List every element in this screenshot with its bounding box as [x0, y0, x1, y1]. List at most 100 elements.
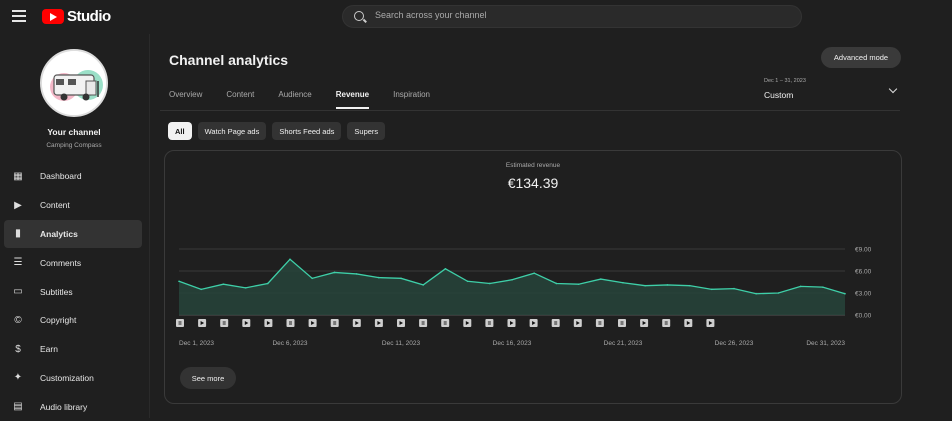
- sidebar-item-comments[interactable]: ☰ Comments: [4, 248, 142, 277]
- sidebar-item-label: Comments: [40, 257, 82, 268]
- play-icon: [311, 321, 315, 325]
- play-icon: [377, 321, 381, 325]
- data-point: [289, 258, 291, 261]
- short-icon: [222, 321, 226, 325]
- data-point: [622, 281, 624, 284]
- data-point: [511, 279, 513, 281]
- advanced-mode-button[interactable]: Advanced mode: [821, 47, 901, 68]
- sidebar-item-subtitles[interactable]: ▭ Subtitles: [4, 277, 142, 306]
- play-icon: [355, 321, 359, 325]
- play-icon: [465, 321, 470, 325]
- y-tick-label: €6.00: [855, 269, 872, 276]
- sidebar-item-label: Dashboard: [40, 171, 82, 182]
- content-icon: ▶: [14, 199, 22, 211]
- data-point: [688, 284, 691, 287]
- data-point: [311, 277, 313, 280]
- tabs-divider: [160, 110, 900, 111]
- sidebar: Your channel Camping Compass ▦ Dashboard ▶…: [0, 34, 150, 418]
- data-point: [222, 283, 225, 285]
- filter-chip-watch-page-ads[interactable]: Watch Page ads: [197, 122, 267, 140]
- sidebar-item-label: Audio library: [40, 401, 88, 412]
- tab-overview[interactable]: Overview: [169, 90, 203, 99]
- play-icon: [686, 321, 691, 325]
- sidebar-item-label: Content: [40, 200, 70, 211]
- channel-subtitle: Camping Compass: [46, 142, 102, 149]
- sidebar-item-content[interactable]: ▶ Content: [4, 191, 142, 220]
- copyright-icon: ©: [14, 314, 22, 326]
- short-icon: [443, 321, 447, 325]
- search-bar[interactable]: [342, 5, 802, 28]
- sidebar-item-customization[interactable]: ✦ Customization: [4, 364, 142, 393]
- play-icon: [642, 321, 647, 325]
- search-input[interactable]: [375, 10, 775, 20]
- youtube-studio-logo[interactable]: Studio: [42, 8, 111, 25]
- short-icon: [289, 321, 292, 325]
- sidebar-item-dashboard[interactable]: ▦ Dashboard: [4, 162, 142, 191]
- menu-icon[interactable]: [12, 10, 26, 22]
- revenue-area: [179, 259, 845, 315]
- sidebar-item-label: Analytics: [40, 228, 78, 239]
- data-point: [822, 286, 824, 288]
- see-more-button[interactable]: See more: [180, 367, 236, 389]
- short-icon: [554, 321, 558, 325]
- revenue-filter-chips: All Watch Page ads Shorts Feed ads Supers: [168, 122, 391, 140]
- filter-chip-all[interactable]: All: [168, 122, 192, 140]
- data-point: [466, 280, 469, 283]
- revenue-chart-card: Estimated revenue €134.39 €0.00 €3.00 €6.0…: [164, 150, 902, 404]
- y-tick-label: €0.00: [855, 313, 872, 320]
- date-preset-value[interactable]: Custom: [764, 90, 794, 100]
- data-point: [755, 292, 757, 295]
- audio-library-icon: ▤: [13, 401, 23, 413]
- filter-chip-supers[interactable]: Supers: [347, 122, 386, 140]
- sidebar-item-label: Earn: [40, 344, 58, 355]
- data-point: [333, 271, 336, 274]
- data-point: [533, 272, 535, 274]
- short-icon: [620, 321, 624, 325]
- data-point: [711, 288, 713, 291]
- short-icon: [487, 321, 491, 325]
- comments-icon: ☰: [13, 257, 23, 269]
- search-icon: [354, 11, 364, 21]
- tab-inspiration[interactable]: Inspiration: [393, 90, 431, 99]
- x-tick-label: Dec 26, 2023: [715, 340, 754, 347]
- short-icon: [421, 321, 425, 325]
- data-point: [378, 276, 380, 279]
- play-icon: [532, 321, 536, 325]
- sidebar-item-audio-library[interactable]: ▤ Audio library: [4, 392, 142, 421]
- earn-icon: $: [15, 343, 21, 355]
- data-point: [555, 282, 558, 285]
- chevron-down-icon[interactable]: [888, 84, 898, 94]
- sidebar-item-analytics[interactable]: ▮ Analytics: [4, 219, 142, 249]
- metric-label: Estimated revenue: [505, 162, 561, 169]
- revenue-area-chart: €0.00 €3.00 €6.00 €9.00 Dec 1, 2023 Dec 6, 20…: [176, 247, 872, 347]
- tab-revenue[interactable]: Revenue: [335, 90, 370, 109]
- channel-name: Your channel: [47, 127, 101, 137]
- x-tick-label: Dec 31, 2023: [806, 340, 845, 347]
- data-point: [644, 284, 646, 287]
- tab-content[interactable]: Content: [226, 90, 255, 99]
- sidebar-item-copyright[interactable]: © Copyright: [4, 306, 142, 335]
- x-tick-label: Dec 21, 2023: [604, 340, 643, 347]
- data-point: [733, 287, 735, 290]
- avatar-image: [42, 51, 106, 115]
- data-point: [799, 285, 802, 288]
- short-icon: [598, 321, 602, 325]
- sidebar-item-earn[interactable]: $ Earn: [4, 335, 142, 364]
- data-point: [200, 288, 202, 291]
- play-icon: [510, 321, 514, 325]
- sidebar-item-label: Customization: [40, 372, 94, 383]
- play-icon: [576, 321, 580, 325]
- top-bar: Studio: [0, 0, 952, 34]
- channel-avatar[interactable]: [40, 49, 108, 117]
- short-icon: [333, 321, 337, 325]
- date-range-label[interactable]: Dec 1 – 31, 2023: [764, 78, 806, 84]
- data-point: [422, 284, 425, 286]
- short-icon: [664, 321, 668, 325]
- data-point: [844, 292, 846, 295]
- tab-audience[interactable]: Audience: [278, 90, 312, 99]
- play-icon: [200, 321, 205, 325]
- x-tick-label: Dec 6, 2023: [272, 340, 307, 347]
- x-tick-label: Dec 1, 2023: [179, 340, 214, 347]
- play-icon: [399, 321, 403, 325]
- filter-chip-shorts-feed-ads[interactable]: Shorts Feed ads: [272, 122, 342, 140]
